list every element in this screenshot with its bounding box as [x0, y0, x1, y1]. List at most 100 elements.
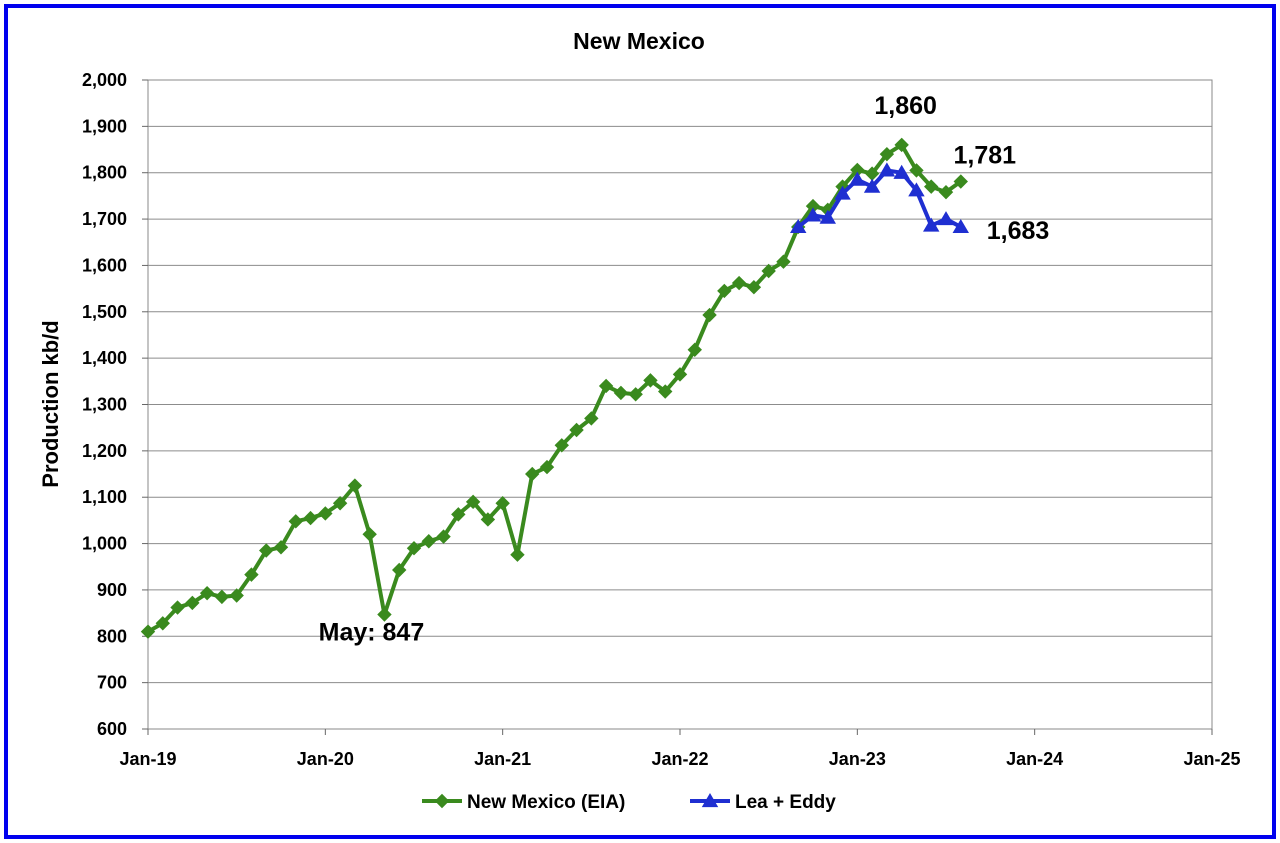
data-point-diamond [746, 280, 762, 295]
data-annotation: 1,781 [953, 142, 1016, 170]
data-point-diamond [761, 263, 776, 279]
data-point-diamond [687, 342, 702, 358]
data-point-diamond [480, 512, 496, 527]
y-tick-label: 1,600 [82, 255, 127, 275]
series-line [147, 142, 962, 634]
data-point-diamond [539, 459, 555, 475]
data-point-diamond [303, 510, 318, 526]
y-axis-label: Production kb/d [38, 320, 63, 487]
y-tick-label: 900 [97, 580, 127, 600]
y-axis-ticks: 600 700 800 900 1,000 1,100 1,200 1,300 1,400 1,5… [82, 70, 148, 739]
data-annotation: 1,860 [874, 92, 937, 120]
annotations-group: May: 847 1,860 1,781 1,683 [319, 92, 1050, 647]
x-tick-label: Jan-25 [1183, 749, 1240, 769]
y-tick-label: 2,000 [82, 70, 127, 90]
data-point-triangle [790, 218, 807, 234]
data-point-diamond [199, 585, 215, 601]
data-point-diamond [584, 411, 599, 426]
data-point-diamond [259, 543, 274, 558]
data-point-diamond [170, 600, 185, 615]
y-tick-label: 1,700 [82, 209, 127, 229]
data-point-diamond [776, 254, 791, 269]
data-point-diamond [953, 174, 968, 189]
series-group [140, 137, 969, 639]
data-point-diamond [185, 595, 200, 611]
data-point-diamond [377, 607, 392, 622]
data-annotation: 1,683 [987, 217, 1050, 245]
data-point-diamond [451, 507, 466, 522]
data-point-diamond [938, 184, 954, 200]
data-point-triangle [952, 218, 969, 234]
data-point-diamond [613, 385, 629, 401]
y-tick-label: 600 [97, 719, 127, 739]
data-point-diamond [332, 496, 348, 511]
data-point-diamond [155, 616, 170, 631]
y-tick-label: 1,100 [82, 487, 127, 507]
data-point-diamond [392, 562, 407, 578]
data-point-triangle [878, 162, 896, 177]
series-line [796, 168, 962, 229]
data-point-triangle [908, 182, 925, 197]
data-point-diamond [879, 146, 895, 162]
data-point-triangle [804, 207, 822, 222]
data-point-diamond [273, 540, 289, 555]
data-point-triangle [863, 178, 881, 193]
data-point-diamond [347, 478, 363, 493]
data-point-triangle [893, 164, 910, 179]
data-point-triangle [923, 217, 940, 232]
data-point-diamond [658, 384, 673, 399]
x-tick-label: Jan-24 [1006, 749, 1063, 769]
data-point-diamond [672, 367, 688, 382]
data-point-triangle [819, 209, 836, 224]
data-point-diamond [406, 541, 422, 556]
y-tick-label: 800 [97, 626, 127, 646]
x-tick-label: Jan-23 [829, 749, 886, 769]
y-tick-label: 700 [97, 673, 127, 693]
data-point-diamond [510, 547, 525, 562]
data-point-diamond [244, 567, 259, 582]
data-point-diamond [643, 373, 658, 388]
data-point-diamond [465, 494, 481, 510]
data-point-diamond [362, 527, 377, 542]
legend-marker [434, 793, 450, 809]
y-tick-label: 1,800 [82, 163, 127, 183]
data-point-diamond [569, 422, 584, 438]
data-point-diamond [554, 438, 569, 453]
data-point-diamond [628, 387, 643, 402]
data-point-triangle [849, 171, 866, 186]
chart-title: New Mexico [573, 28, 705, 54]
y-tick-label: 1,900 [82, 116, 127, 136]
data-point-diamond [229, 588, 244, 603]
data-point-diamond [421, 534, 436, 549]
data-point-diamond [140, 624, 156, 639]
x-tick-label: Jan-22 [651, 749, 708, 769]
grid-lines [148, 125, 1212, 684]
data-point-diamond [731, 275, 747, 291]
data-point-diamond [214, 589, 230, 605]
x-tick-label: Jan-19 [119, 749, 176, 769]
x-axis-ticks: Jan-19 Jan-20 Jan-21 Jan-22 Jan-23 Jan-24 Jan-… [119, 729, 1241, 769]
x-tick-label: Jan-20 [297, 749, 354, 769]
data-annotation: May: 847 [319, 618, 425, 646]
data-point-diamond [717, 283, 732, 299]
y-tick-label: 1,300 [82, 395, 127, 415]
data-point-diamond [436, 529, 451, 544]
data-point-diamond [909, 163, 924, 178]
data-point-diamond [495, 496, 510, 511]
data-point-diamond [894, 137, 909, 153]
data-point-diamond [702, 307, 717, 323]
data-point-diamond [598, 378, 614, 394]
y-tick-label: 1,200 [82, 441, 127, 461]
data-point-diamond [924, 179, 939, 194]
y-tick-label: 1,000 [82, 534, 127, 554]
legend-label: New Mexico (EIA) [467, 792, 625, 813]
data-point-diamond [288, 514, 303, 529]
y-tick-label: 1,400 [82, 348, 127, 368]
data-point-diamond [318, 506, 333, 521]
y-tick-label: 1,500 [82, 302, 127, 322]
chart-frame [4, 4, 1276, 839]
legend-label: Lea + Eddy [735, 792, 836, 813]
legend: New Mexico (EIA) Lea + Eddy [422, 792, 836, 813]
data-point-triangle [937, 211, 955, 226]
